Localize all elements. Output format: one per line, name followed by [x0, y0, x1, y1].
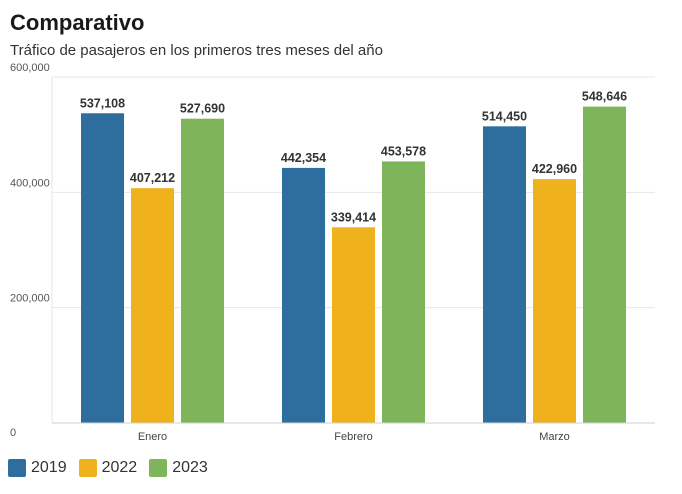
y-tick-label: 200,000 [10, 293, 50, 305]
x-tick-label: Febrero [334, 431, 373, 443]
bar-2022-marzo [533, 179, 576, 423]
chart-subtitle: Tráfico de pasajeros en los primeros tre… [10, 42, 383, 59]
data-label: 514,450 [482, 109, 527, 123]
y-tick-label: 400,000 [10, 177, 50, 189]
data-label: 339,414 [331, 210, 376, 224]
y-tick-label: 600,000 [10, 62, 50, 74]
bar-2023-enero [181, 118, 224, 424]
legend-swatch-2019 [8, 459, 26, 477]
data-label: 537,108 [80, 96, 125, 110]
bar-2019-marzo [483, 126, 526, 423]
chart-title: Comparativo [10, 10, 145, 35]
legend-item-2023[interactable]: 2023 [149, 459, 208, 477]
x-tick-label: Marzo [539, 431, 570, 443]
bar-2022-enero [131, 188, 174, 423]
bar-2022-febrero [332, 227, 375, 423]
legend-swatch-2023 [149, 459, 168, 477]
data-label: 407,212 [130, 171, 175, 185]
data-label: 422,960 [532, 162, 577, 176]
bar-2023-marzo [583, 106, 626, 424]
data-label: 442,354 [281, 151, 326, 165]
bar-2019-febrero [282, 167, 325, 423]
bar-2023-febrero [382, 161, 425, 423]
x-tick-label: Enero [138, 431, 167, 443]
data-label: 527,690 [180, 102, 225, 116]
legend-label-2023: 2023 [172, 459, 208, 476]
legend: 2019 2022 2023 [8, 459, 220, 477]
legend-item-2019[interactable]: 2019 [8, 459, 67, 477]
data-label: 453,578 [381, 144, 426, 158]
legend-label-2019: 2019 [31, 459, 67, 476]
bar-2019-enero [81, 113, 124, 423]
data-label: 548,646 [582, 90, 627, 104]
y-tick-label: 0 [10, 427, 16, 439]
legend-swatch-2022 [78, 459, 97, 477]
legend-item-2022[interactable]: 2022 [78, 459, 138, 477]
legend-label-2022: 2022 [101, 459, 138, 476]
